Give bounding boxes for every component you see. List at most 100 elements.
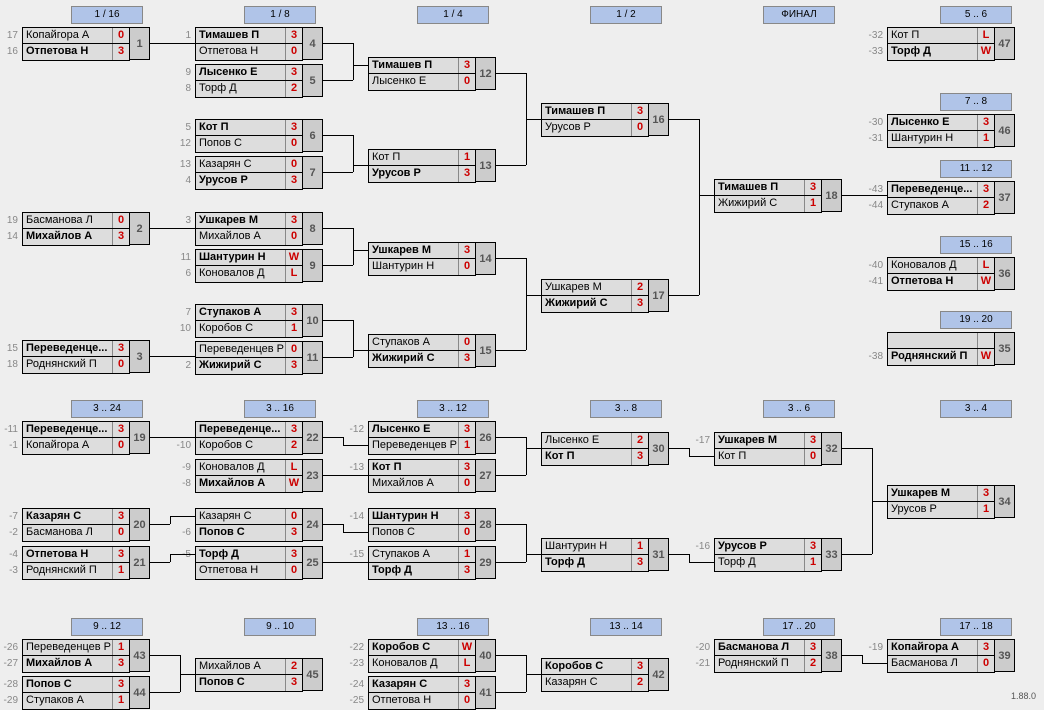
player-name: Отпетова Н xyxy=(369,693,458,709)
player-name: Тимашев П xyxy=(196,28,285,43)
player-name: Кот П xyxy=(369,460,458,475)
match-row: Ступаков А1 xyxy=(22,693,130,710)
player-name: Переведенцев Р xyxy=(369,438,458,454)
match: 1716Копайгора А0Отпетова Н31 xyxy=(22,27,130,61)
player-name: Торф Д xyxy=(196,547,285,562)
match-row: Переведенцев Р1 xyxy=(368,438,476,455)
connector xyxy=(323,265,353,266)
match-row: Лысенко Е2 xyxy=(541,432,649,449)
match: 116Шантурин НWКоновалов ДL9 xyxy=(195,249,303,283)
player-name: Басманова Л xyxy=(23,213,112,228)
match: -20-21Басманова Л3Роднянский П238 xyxy=(714,639,822,673)
score: 0 xyxy=(458,525,475,541)
connector xyxy=(669,448,689,449)
match-row: Михайлов А3 xyxy=(22,229,130,246)
player-name: Михайлов А xyxy=(23,229,112,245)
score: 1 xyxy=(804,555,821,571)
player-name: Урусов Р xyxy=(715,539,804,554)
connector xyxy=(496,350,526,351)
match: Тимашев П3Жижирий С118 xyxy=(714,179,822,213)
player-name: Роднянский П xyxy=(888,349,977,365)
match: 1518Переведенце...3Роднянский П03 xyxy=(22,340,130,374)
player-name: Копайгора А xyxy=(888,640,977,655)
match-row: Басманова Л3 xyxy=(714,639,822,656)
match: Ступаков А0Жижирий С315 xyxy=(368,334,476,368)
seed: 14 xyxy=(2,228,20,245)
player-name: Коробов С xyxy=(542,659,631,674)
score: 1 xyxy=(977,131,994,147)
match-row: Михайлов А2 xyxy=(195,658,303,675)
match-row: Переведенцев Р0 xyxy=(195,341,303,358)
connector xyxy=(699,119,700,295)
connector xyxy=(526,258,527,350)
bracket-header: 1 / 8 xyxy=(244,6,316,24)
match: -10Переведенце...3Коробов С222 xyxy=(195,421,303,455)
match-number: 1 xyxy=(130,27,150,60)
score: 3 xyxy=(458,509,475,524)
match: Ушкарев М3Шантурин Н014 xyxy=(368,242,476,276)
match-row: Переведенцев Р1 xyxy=(22,639,130,656)
match-row: Отпетова Н0 xyxy=(195,44,303,61)
match-row: Тимашев П3 xyxy=(195,27,303,44)
connector xyxy=(323,562,368,563)
match: Ушкарев М2Жижирий С317 xyxy=(541,279,649,313)
player-name: Тимашев П xyxy=(369,58,458,73)
player-name: Кот П xyxy=(369,150,458,165)
match-row: Шантурин Н0 xyxy=(368,259,476,276)
connector xyxy=(180,674,195,675)
player-name: Михайлов А xyxy=(196,476,285,492)
score: 3 xyxy=(285,65,302,80)
match: -5Торф Д3Отпетова Н025 xyxy=(195,546,303,580)
match-number: 5 xyxy=(303,64,323,97)
seed: -3 xyxy=(2,562,20,579)
connector xyxy=(353,250,368,251)
match-row: Роднянский П1 xyxy=(22,563,130,580)
match-row: Попов С3 xyxy=(195,675,303,692)
player-name: Ступаков А xyxy=(196,305,285,320)
match-row: Коробов С1 xyxy=(195,321,303,338)
seed: -22 xyxy=(348,639,366,656)
match-number: 6 xyxy=(303,119,323,152)
score: 0 xyxy=(112,357,129,373)
score: 3 xyxy=(112,44,129,60)
match-number: 26 xyxy=(476,421,496,454)
score: 0 xyxy=(285,563,302,579)
seed: -4 xyxy=(2,546,20,563)
match-row: Ушкарев М3 xyxy=(714,432,822,449)
player-name: Отпетова Н xyxy=(23,44,112,60)
player-name: Роднянский П xyxy=(23,357,112,373)
seed: -24 xyxy=(348,676,366,693)
match-row: Казарян С0 xyxy=(195,508,303,525)
score: 2 xyxy=(804,656,821,672)
player-name: Урусов Р xyxy=(888,502,977,518)
match-row: Торф Д3 xyxy=(541,555,649,572)
score: 3 xyxy=(112,547,129,562)
match-row: Торф Д2 xyxy=(195,81,303,98)
score: 0 xyxy=(458,476,475,492)
score: 2 xyxy=(977,198,994,214)
seed: 18 xyxy=(2,356,20,373)
seed: -6 xyxy=(175,524,193,541)
score: 0 xyxy=(631,120,648,136)
match-row: Шантурин Н3 xyxy=(368,508,476,525)
score: L xyxy=(285,266,302,282)
player-name: Казарян С xyxy=(196,157,285,172)
match-row: Торф Д1 xyxy=(714,555,822,572)
match-number: 13 xyxy=(476,149,496,182)
connector xyxy=(689,448,690,456)
seed: 19 xyxy=(2,212,20,229)
player-name: Кот П xyxy=(196,120,285,135)
player-name: Ступаков А xyxy=(369,547,458,562)
connector xyxy=(689,554,690,562)
match-row: Лысенко Е3 xyxy=(887,114,995,131)
bracket-header: 3 .. 8 xyxy=(590,400,662,418)
player-name xyxy=(888,333,977,348)
connector xyxy=(496,655,526,656)
player-name: Торф Д xyxy=(196,81,285,97)
bracket-header: 3 .. 4 xyxy=(940,400,1012,418)
player-name: Михайлов А xyxy=(196,229,285,245)
score: 3 xyxy=(112,656,129,672)
seed: -33 xyxy=(867,43,885,60)
match: 3Ушкарев М3Михайлов А08 xyxy=(195,212,303,246)
version: 1.88.0 xyxy=(1011,691,1036,701)
